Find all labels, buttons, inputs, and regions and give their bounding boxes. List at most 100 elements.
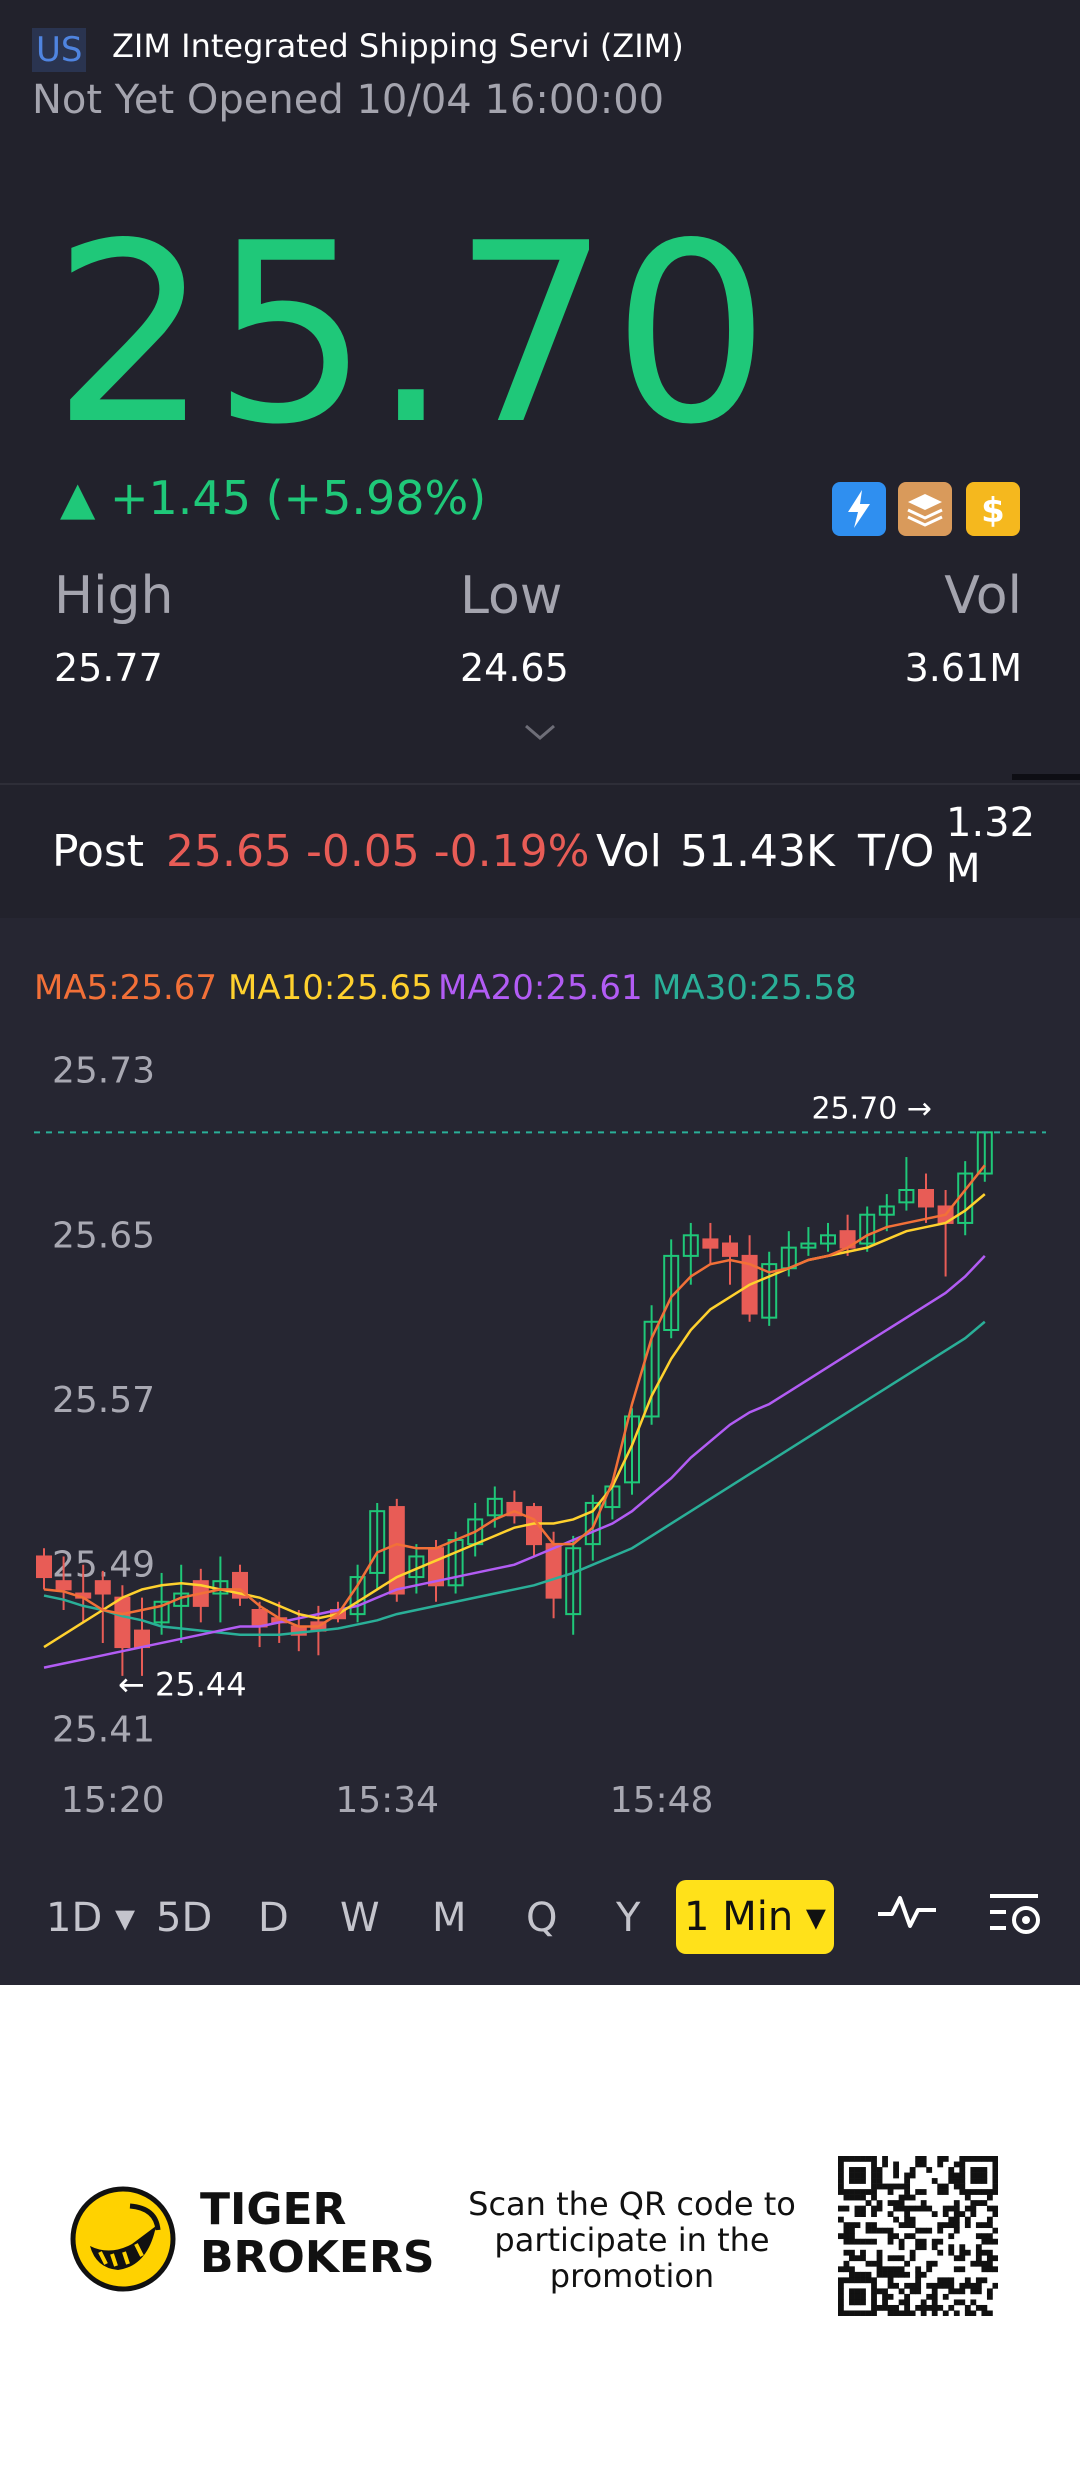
qr-module (970, 2156, 977, 2162)
qr-module (887, 2293, 894, 2300)
tab-q[interactable]: Q (526, 1895, 558, 1941)
vol-value: 3.61M (904, 646, 1022, 690)
tab-5d[interactable]: 5D (156, 1895, 213, 1941)
qr-module (970, 2189, 977, 2195)
qr-module (959, 2172, 966, 2179)
qr-module (849, 2277, 855, 2284)
qr-module (915, 2266, 922, 2273)
high-value: 25.77 (54, 646, 163, 690)
qr-module (876, 2172, 883, 2179)
qr-module (931, 2310, 938, 2317)
indicator-wave-icon[interactable] (876, 1886, 938, 1940)
qr-module (849, 2222, 855, 2229)
qr-module (887, 2227, 894, 2234)
qr-module (948, 2205, 955, 2212)
tab-y[interactable]: Y (616, 1895, 641, 1941)
range-select[interactable]: 1D ▾ (46, 1895, 136, 1941)
qr-module (964, 2194, 971, 2201)
qr-module (854, 2178, 861, 2184)
qr-module (915, 2161, 922, 2168)
brand-name: TIGER BROKERS (200, 2186, 435, 2282)
qr-module (959, 2288, 966, 2295)
qr-module (992, 2189, 999, 2195)
tab-w[interactable]: W (340, 1895, 380, 1941)
qr-module (909, 2167, 916, 2173)
qr-module (871, 2167, 877, 2173)
qr-module (975, 2304, 982, 2311)
qr-module (986, 2156, 993, 2162)
qr-module (854, 2310, 861, 2317)
qr-module (871, 2299, 877, 2306)
qr-module (948, 2222, 955, 2229)
qr-module (887, 2211, 894, 2217)
qr-module (992, 2266, 999, 2273)
qr-module (882, 2266, 888, 2273)
qr-module (953, 2205, 960, 2212)
qr-module (986, 2310, 993, 2317)
qr-module (959, 2178, 966, 2184)
qr-module (992, 2161, 999, 2168)
qr-module (843, 2249, 850, 2256)
stack-icon[interactable] (898, 482, 952, 536)
qr-module (959, 2282, 966, 2289)
qr-module (838, 2277, 844, 2284)
qr-module (942, 2156, 949, 2162)
tab-d[interactable]: D (258, 1895, 289, 1941)
tab-m[interactable]: M (432, 1895, 467, 1941)
qr-module (920, 2200, 927, 2206)
qr-module (909, 2216, 916, 2223)
price-change: ▲ +1.45 (+5.98%) (60, 471, 487, 525)
candle-body (94, 1580, 111, 1595)
qr-module (849, 2238, 855, 2245)
qr-module (838, 2299, 844, 2306)
qr-module (904, 2189, 911, 2195)
qr-module (854, 2167, 861, 2173)
qr-module (860, 2238, 866, 2245)
chevron-down-icon[interactable] (522, 720, 558, 748)
qr-module (937, 2249, 944, 2256)
qr-module (854, 2189, 861, 2195)
brand-line-1: TIGER (200, 2184, 347, 2235)
qr-module (871, 2288, 877, 2295)
qr-module (920, 2271, 927, 2278)
interval-select[interactable]: 1 Min ▾ (676, 1880, 834, 1954)
market-status: Not Yet Opened 10/04 16:00:00 (32, 77, 665, 123)
qr-module (887, 2266, 894, 2273)
ma20-line (43, 1255, 986, 1669)
qr-module (887, 2277, 894, 2284)
qr-module (931, 2178, 938, 2184)
chart-settings-icon[interactable] (986, 1886, 1046, 1942)
qr-module (909, 2249, 916, 2256)
last-price: 25.70 (52, 191, 772, 479)
qr-module (887, 2233, 894, 2240)
qr-module (915, 2271, 922, 2278)
ma5-label: MA5:25.67 (34, 968, 218, 1008)
qr-module (860, 2271, 866, 2278)
qr-module (975, 2233, 982, 2240)
qr-module (959, 2167, 966, 2173)
qr-module (992, 2282, 999, 2289)
dollar-icon[interactable]: $ (966, 482, 1020, 536)
qr-module (865, 2222, 872, 2229)
qr-module (909, 2233, 916, 2240)
qr-module (975, 2189, 982, 2195)
qr-module (854, 2255, 861, 2262)
qr-module (948, 2172, 955, 2179)
qr-module (937, 2161, 944, 2168)
candle-body (251, 1609, 268, 1628)
qr-module (970, 2288, 977, 2295)
qr-module (871, 2156, 877, 2162)
qr-module (898, 2205, 905, 2212)
candle-body (859, 1213, 876, 1245)
qr-module (992, 2178, 999, 2184)
qr-module (838, 2167, 844, 2173)
qr-module (959, 2189, 966, 2195)
lightning-icon[interactable] (832, 482, 886, 536)
qr-code[interactable] (838, 2156, 999, 2320)
qr-module (986, 2216, 993, 2223)
qr-module (942, 2205, 949, 2212)
qr-module (882, 2304, 888, 2311)
qr-module (931, 2282, 938, 2289)
qr-module (904, 2293, 911, 2300)
